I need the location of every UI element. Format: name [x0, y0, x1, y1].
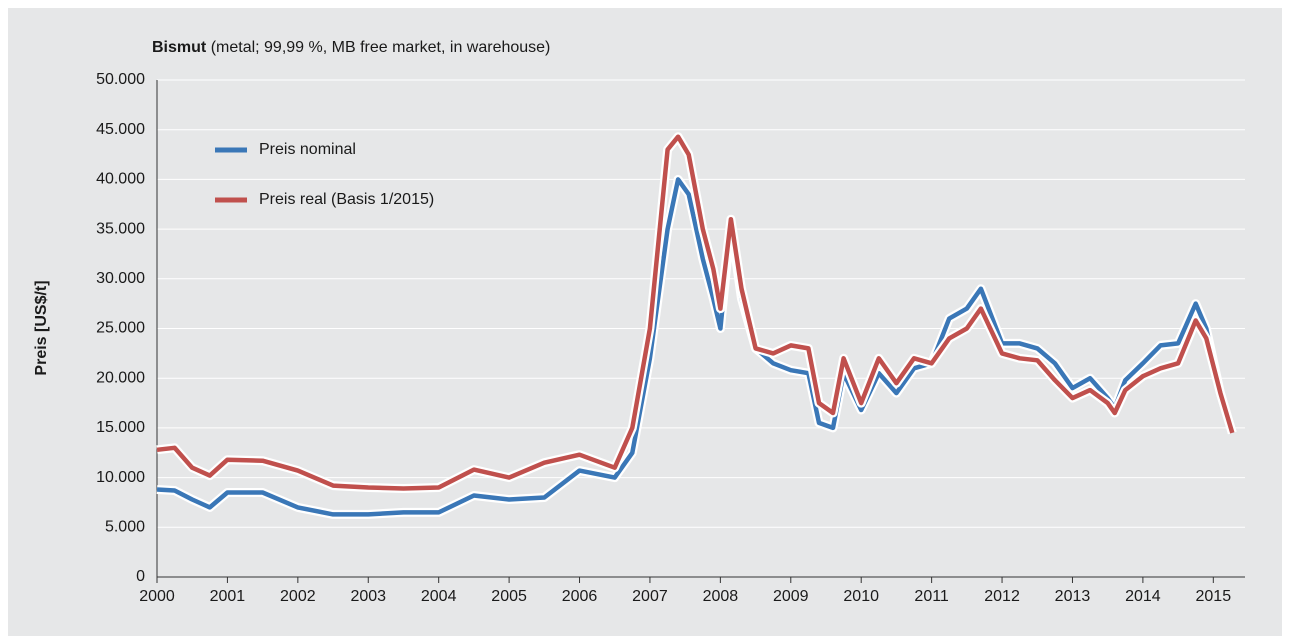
x-tick-label: 2005 [491, 588, 527, 605]
y-tick-label: 35.000 [96, 220, 145, 237]
legend-label: Preis real (Basis 1/2015) [259, 191, 434, 208]
x-tick-label: 2015 [1196, 588, 1232, 605]
x-tick-label: 2011 [914, 588, 949, 605]
y-tick-label: 45.000 [96, 121, 145, 138]
x-tick-label: 2001 [210, 588, 246, 605]
x-tick-label: 2003 [350, 588, 386, 605]
y-tick-label: 0 [136, 568, 145, 585]
y-tick-label: 10.000 [96, 469, 145, 486]
subtitle: (metal; 99,99 %, MB free market, in ware… [211, 39, 551, 56]
y-tick-label: 15.000 [96, 419, 145, 436]
y-tick-label: 5.000 [105, 519, 145, 536]
x-tick-label: 2008 [703, 588, 739, 605]
x-tick-label: 2006 [562, 588, 598, 605]
x-tick-label: 2004 [421, 588, 457, 605]
y-tick-label: 20.000 [96, 369, 145, 386]
y-tick-label: 40.000 [96, 171, 145, 188]
title: Bismut [152, 39, 207, 56]
y-tick-label: 30.000 [96, 270, 145, 287]
series-line [156, 134, 1235, 491]
x-tick-label: 2007 [632, 588, 668, 605]
chart-title: Bismut (metal; 99,99 %, MB free market, … [152, 39, 550, 56]
x-tick-label: 2000 [139, 588, 175, 605]
x-tick-label: 2014 [1125, 588, 1161, 605]
x-tick-label: 2002 [280, 588, 316, 605]
x-tick-label: 2012 [984, 588, 1020, 605]
y-axis-label: Preis [US$/t] [33, 280, 50, 375]
x-tick-label: 2009 [773, 588, 809, 605]
y-tick-label: 25.000 [96, 320, 145, 337]
x-tick-label: 2010 [843, 588, 879, 605]
legend-label: Preis nominal [259, 141, 356, 158]
y-tick-label: 50.000 [96, 71, 145, 88]
chart-background [8, 8, 1282, 636]
series-line [156, 177, 1235, 517]
x-tick-label: 2013 [1055, 588, 1091, 605]
